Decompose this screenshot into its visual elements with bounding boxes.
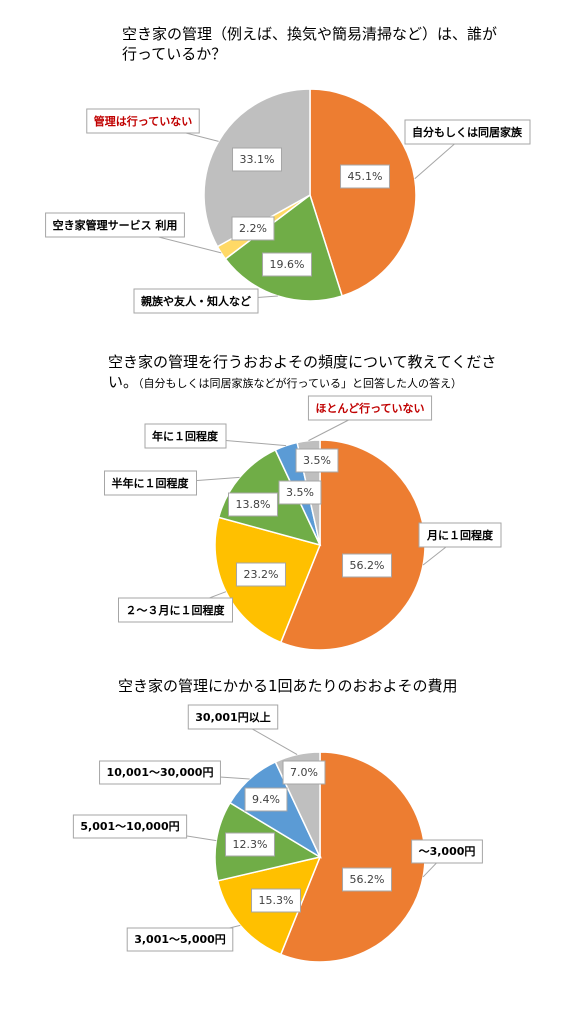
data-label: 3.5%	[303, 454, 331, 467]
data-label-group: 13.8%	[228, 492, 278, 517]
data-label-box	[232, 147, 282, 172]
category-box	[404, 119, 531, 145]
category-label-group: 管理は行っていない	[86, 108, 200, 134]
data-label-box	[278, 480, 322, 505]
data-label-box	[282, 760, 326, 785]
data-label-group: 45.1%	[340, 164, 390, 189]
category-label: 10,001〜30,000円	[107, 766, 214, 779]
category-label-group: 年に１回程度	[144, 423, 227, 449]
category-label: 自分もしくは同居家族	[412, 125, 523, 139]
category-box	[118, 597, 233, 623]
category-label: 管理は行っていない	[94, 114, 192, 128]
category-box	[411, 839, 483, 864]
data-label-group: 56.2%	[342, 553, 392, 578]
pie-slice	[224, 193, 344, 302]
category-label: 〜3,000円	[419, 845, 476, 858]
data-label: 33.1%	[240, 153, 275, 166]
category-label: 半年に１回程度	[112, 476, 190, 490]
category-box	[187, 704, 279, 730]
data-label-group: 56.2%	[342, 867, 392, 892]
data-label-box	[262, 252, 312, 277]
data-label-group: 3.5%	[278, 480, 322, 505]
chart-subtitle: （自分もしくは同居家族などが行っている」と回答した人の答え）	[138, 377, 462, 390]
data-label-box	[342, 553, 392, 578]
category-label-group: 親族や友人・知人など	[133, 288, 259, 314]
data-label-box	[251, 888, 301, 913]
category-box	[86, 108, 200, 134]
data-label: 23.2%	[244, 568, 279, 581]
data-label: 45.1%	[348, 170, 383, 183]
data-label-group: 9.4%	[244, 787, 288, 812]
category-label-group: 3,001〜5,000円	[126, 927, 234, 952]
category-label-group: 空き家管理サービス 利用	[45, 212, 185, 238]
data-label: 7.0%	[290, 766, 318, 779]
category-label: ほとんど行っていない	[315, 401, 424, 415]
data-label: 15.3%	[259, 894, 294, 907]
category-label: ２〜３月に１回程度	[126, 603, 226, 617]
category-label-group: 5,001〜10,000円	[72, 814, 188, 839]
data-label-group: 33.1%	[232, 147, 282, 172]
data-label: 12.3%	[233, 838, 268, 851]
data-label: 2.2%	[239, 222, 267, 235]
category-label: 空き家管理サービス 利用	[53, 218, 178, 232]
category-label: 5,001〜10,000円	[80, 820, 179, 833]
category-label-group: 自分もしくは同居家族	[404, 119, 531, 145]
data-label-box	[342, 867, 392, 892]
category-box	[307, 395, 433, 421]
category-box	[104, 470, 197, 496]
data-label-group: 7.0%	[282, 760, 326, 785]
category-box	[45, 212, 185, 238]
category-box	[72, 814, 188, 839]
data-label-box	[228, 492, 278, 517]
category-label-group: ほとんど行っていない	[307, 395, 433, 421]
data-label: 56.2%	[350, 873, 385, 886]
chart-title: 空き家の管理にかかる1回あたりのおおよその費用	[118, 677, 458, 695]
category-box	[418, 522, 502, 548]
category-label-group: 30,001円以上	[187, 704, 279, 730]
data-label-group: 2.2%	[231, 216, 275, 241]
category-label: 3,001〜5,000円	[134, 933, 226, 946]
category-label-group: 〜3,000円	[411, 839, 483, 864]
category-label: 親族や友人・知人など	[141, 294, 251, 308]
category-box	[133, 288, 259, 314]
data-label: 9.4%	[252, 793, 280, 806]
data-label-box	[244, 787, 288, 812]
data-label-group: 23.2%	[236, 562, 286, 587]
data-label: 3.5%	[286, 486, 314, 499]
category-label-group: 月に１回程度	[418, 522, 502, 548]
category-box	[99, 760, 221, 785]
data-label-box	[236, 562, 286, 587]
data-label-box	[295, 448, 339, 473]
chart-title-block: 空き家の管理を行うおおよその頻度について教えてください。（自分もしくは同居家族な…	[108, 352, 520, 394]
data-label-group: 12.3%	[225, 832, 275, 857]
data-label: 13.8%	[236, 498, 271, 511]
chart-title: 空き家の管理を行うおおよその頻度について教えてください。	[108, 353, 497, 391]
category-label-group: 10,001〜30,000円	[99, 760, 221, 785]
category-box	[126, 927, 234, 952]
pie-slice	[279, 439, 426, 651]
data-label-group: 3.5%	[295, 448, 339, 473]
chart-title: 空き家の管理（例えば、換気や簡易清掃など）は、誰が行っているか？	[122, 25, 498, 63]
category-label: 年に１回程度	[152, 429, 219, 443]
category-label: 月に１回程度	[426, 528, 494, 542]
data-label: 56.2%	[350, 559, 385, 572]
category-label: 30,001円以上	[195, 710, 270, 724]
data-label: 19.6%	[270, 258, 305, 271]
category-label-group: ２〜３月に１回程度	[118, 597, 233, 623]
data-label-box	[225, 832, 275, 857]
data-label-group: 15.3%	[251, 888, 301, 913]
category-box	[144, 423, 227, 449]
data-label-group: 19.6%	[262, 252, 312, 277]
category-label-group: 半年に１回程度	[104, 470, 197, 496]
pie-slice	[279, 751, 426, 963]
data-label-box	[231, 216, 275, 241]
data-label-box	[340, 164, 390, 189]
